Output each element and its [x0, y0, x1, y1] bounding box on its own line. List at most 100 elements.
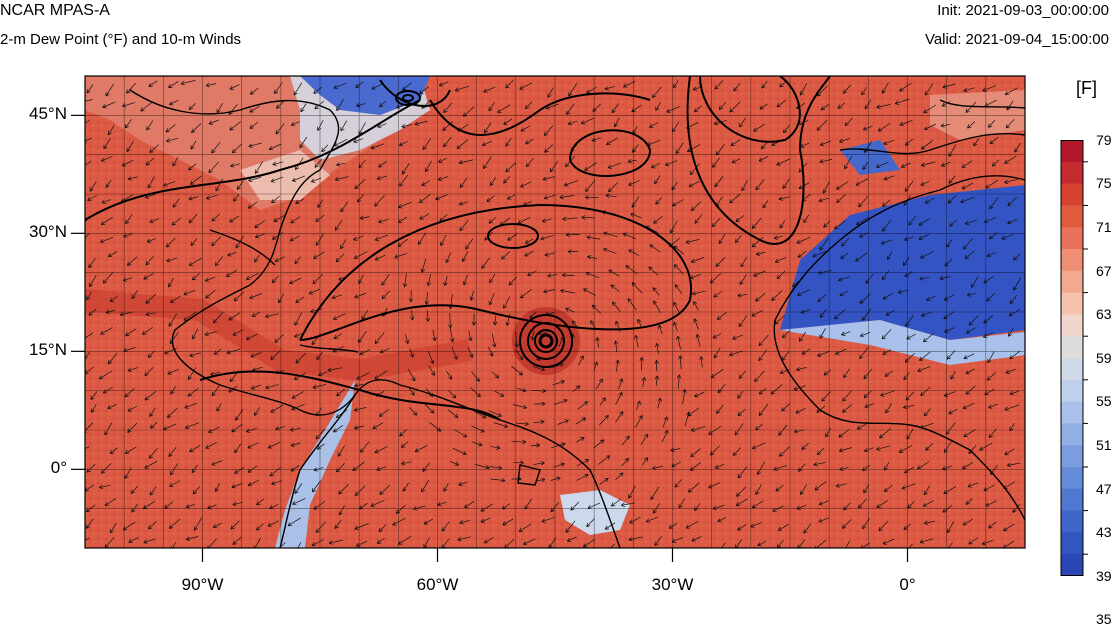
wind-arrow: [145, 157, 155, 166]
wind-arrow: [543, 289, 556, 294]
wind-arrow: [835, 483, 847, 488]
wind-arrow: [100, 216, 113, 226]
wind-arrow: [419, 193, 431, 203]
wind-arrow: [185, 503, 196, 509]
wind-arrow: [859, 293, 871, 304]
wind-arrow: [354, 523, 369, 530]
wind-arrow: [965, 385, 976, 395]
wind-arrow: [316, 443, 325, 450]
wind-arrow: [961, 182, 974, 190]
wind-arrow: [637, 318, 643, 328]
wind-arrow: [214, 483, 221, 492]
wind-arrow: [359, 349, 371, 355]
wind-arrow: [525, 138, 534, 145]
wind-arrow: [107, 353, 118, 365]
wind-arrow: [629, 516, 641, 524]
wind-arrow: [491, 371, 500, 379]
wind-arrow: [481, 257, 490, 269]
wind-arrow: [275, 123, 285, 135]
wind-arrow: [576, 473, 589, 481]
wind-arrow: [505, 162, 517, 173]
wind-arrow: [813, 462, 826, 467]
wind-arrow: [941, 101, 951, 107]
wind-arrow: [354, 383, 364, 388]
wind-arrow: [718, 233, 726, 245]
colorbar-label: 43: [1096, 524, 1112, 541]
wind-arrow: [336, 99, 344, 112]
wind-arrow: [836, 181, 849, 190]
wind-arrow: [902, 256, 910, 266]
wind-arrow: [741, 180, 748, 192]
wind-arrow: [678, 355, 683, 370]
wind-arrow: [613, 117, 620, 128]
wind-arrow: [903, 371, 910, 381]
wind-arrow: [816, 405, 826, 413]
wind-arrow: [719, 542, 726, 548]
wind-arrow: [441, 521, 450, 532]
wind-arrow: [119, 311, 133, 317]
wind-arrow: [398, 201, 412, 209]
wind-arrow: [962, 238, 973, 250]
wind-arrow: [211, 236, 222, 247]
wind-arrow: [432, 329, 437, 342]
wind-arrow: [414, 120, 428, 126]
wind-arrow: [109, 522, 117, 534]
wind-arrow: [401, 123, 412, 129]
wind-arrow: [649, 244, 661, 253]
wind-arrow: [712, 157, 720, 168]
wind-arrow: [881, 219, 892, 232]
wind-arrow: [604, 85, 616, 91]
wind-arrow: [838, 447, 852, 453]
wind-arrow: [437, 501, 447, 507]
wind-arrow: [265, 313, 279, 319]
wind-arrow: [370, 143, 385, 150]
wind-arrow: [402, 82, 412, 91]
wind-arrow: [920, 161, 936, 167]
wind-arrow: [844, 117, 853, 127]
wind-arrow: [372, 422, 384, 430]
wind-arrow: [715, 256, 726, 267]
wind-arrow: [988, 119, 996, 128]
wind-arrow: [126, 140, 134, 153]
wind-arrow: [491, 333, 497, 348]
colorbar-label: 71: [1096, 219, 1112, 235]
wind-arrow: [187, 367, 197, 381]
wind-arrow: [87, 195, 97, 201]
lon-label: 30°W: [651, 575, 694, 594]
wind-arrow: [483, 537, 494, 544]
wind-arrow: [567, 249, 578, 254]
wind-arrow: [883, 139, 895, 146]
wind-arrow: [459, 519, 470, 525]
wind-arrow: [585, 179, 596, 193]
wind-arrow: [880, 239, 893, 245]
andes-dry-strip: [275, 380, 355, 548]
wind-arrow: [800, 483, 808, 496]
wind-arrow: [967, 121, 976, 129]
wind-arrow: [189, 175, 202, 185]
wind-arrow: [265, 384, 279, 390]
wind-arrow: [875, 161, 889, 169]
wind-arrow: [149, 486, 157, 496]
wind-arrow: [621, 457, 630, 466]
wind-arrow: [533, 419, 545, 425]
wind-arrow: [374, 446, 388, 454]
wind-arrow: [494, 390, 505, 397]
wind-arrow: [540, 235, 554, 241]
wind-arrow: [519, 82, 532, 90]
wind-arrow: [699, 356, 704, 368]
wind-arrow: [144, 391, 157, 401]
wind-arrow: [669, 220, 678, 234]
colorbar-segment: [1061, 227, 1083, 250]
wind-arrow: [334, 519, 342, 530]
wind-arrow: [146, 238, 156, 243]
wind-arrow: [657, 397, 662, 409]
wind-arrow: [776, 158, 790, 166]
wind-arrow: [620, 502, 636, 508]
wind-arrow: [674, 284, 683, 294]
wind-arrow: [104, 498, 117, 506]
wind-arrow: [124, 118, 132, 129]
wind-arrow: [289, 235, 300, 242]
wind-arrow: [777, 523, 790, 531]
wind-arrow: [314, 158, 323, 168]
wind-arrow: [437, 176, 449, 181]
